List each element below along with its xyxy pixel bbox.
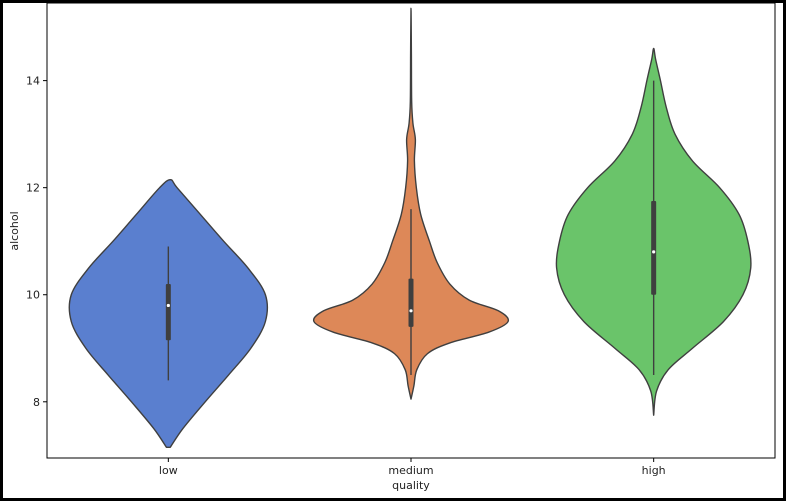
violin-median-dot [409, 309, 413, 313]
x-tick-label: low [159, 464, 178, 477]
violin-median-dot [652, 250, 656, 254]
violin-medium [312, 7, 510, 400]
x-tick-label: medium [388, 464, 433, 477]
violin-body [312, 7, 510, 400]
y-tick-label: 8 [33, 396, 40, 409]
violin-high [555, 47, 752, 416]
chart-frame: 8 10 12 14 low medium high quality alcohol [3, 3, 783, 498]
y-axis-label: alcohol [8, 211, 21, 250]
y-tick-label: 12 [26, 182, 40, 195]
violin-iqr-box [651, 201, 657, 295]
violins [68, 7, 752, 448]
violin-iqr-box [165, 284, 171, 341]
violin-chart: 8 10 12 14 low medium high quality alcohol [8, 3, 776, 492]
y-tick-label: 14 [26, 75, 40, 88]
y-tick-label: 10 [26, 289, 40, 302]
violin-median-dot [166, 303, 170, 308]
x-tick-label: high [642, 464, 666, 477]
violin-iqr-box [408, 278, 414, 327]
x-axis: low medium high [159, 458, 666, 477]
y-axis: 8 10 12 14 [26, 75, 47, 409]
x-axis-label: quality [392, 479, 430, 492]
violin-low [68, 178, 269, 448]
